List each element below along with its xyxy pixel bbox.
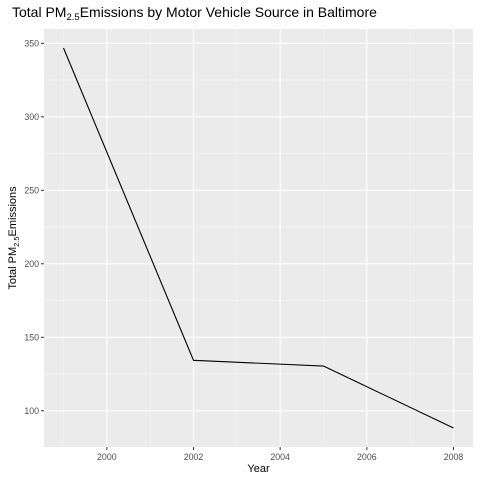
series-line — [62, 47, 454, 429]
y-tick-label: 150 — [24, 332, 39, 342]
panel-background — [44, 29, 473, 447]
y-tick-label: 100 — [24, 406, 39, 416]
plot-panel — [44, 29, 473, 447]
chart-title-suffix: Emissions by Motor Vehicle Source in Bal… — [80, 4, 377, 20]
y-axis-label-prefix: Total PM — [7, 247, 19, 290]
x-tick-label: 2002 — [184, 452, 204, 462]
chart-title-subscript: 2.5 — [66, 12, 79, 23]
x-tick-label: 2000 — [97, 452, 117, 462]
chart-title: Total PM2.5Emissions by Motor Vehicle So… — [12, 4, 377, 23]
x-axis: 2000 2002 2004 2006 2008 — [97, 447, 463, 462]
y-tick-label: 350 — [24, 38, 39, 48]
x-tick-label: 2008 — [444, 452, 464, 462]
x-tick-label: 2006 — [357, 452, 377, 462]
y-axis-label-suffix: Emissions — [7, 186, 19, 237]
y-tick-label: 250 — [24, 185, 39, 195]
x-tick-label: 2004 — [270, 452, 290, 462]
y-axis-label: Total PM2.5Emissions — [7, 186, 21, 290]
y-tick-label: 200 — [24, 259, 39, 269]
grid-major — [44, 29, 473, 447]
y-axis-label-subscript: 2.5 — [12, 236, 21, 246]
y-axis: 100 150 200 250 300 350 — [24, 38, 44, 416]
y-tick-label: 300 — [24, 112, 39, 122]
chart-title-prefix: Total PM — [12, 4, 66, 20]
x-axis-label: Year — [247, 463, 270, 475]
grid-minor — [44, 29, 473, 447]
